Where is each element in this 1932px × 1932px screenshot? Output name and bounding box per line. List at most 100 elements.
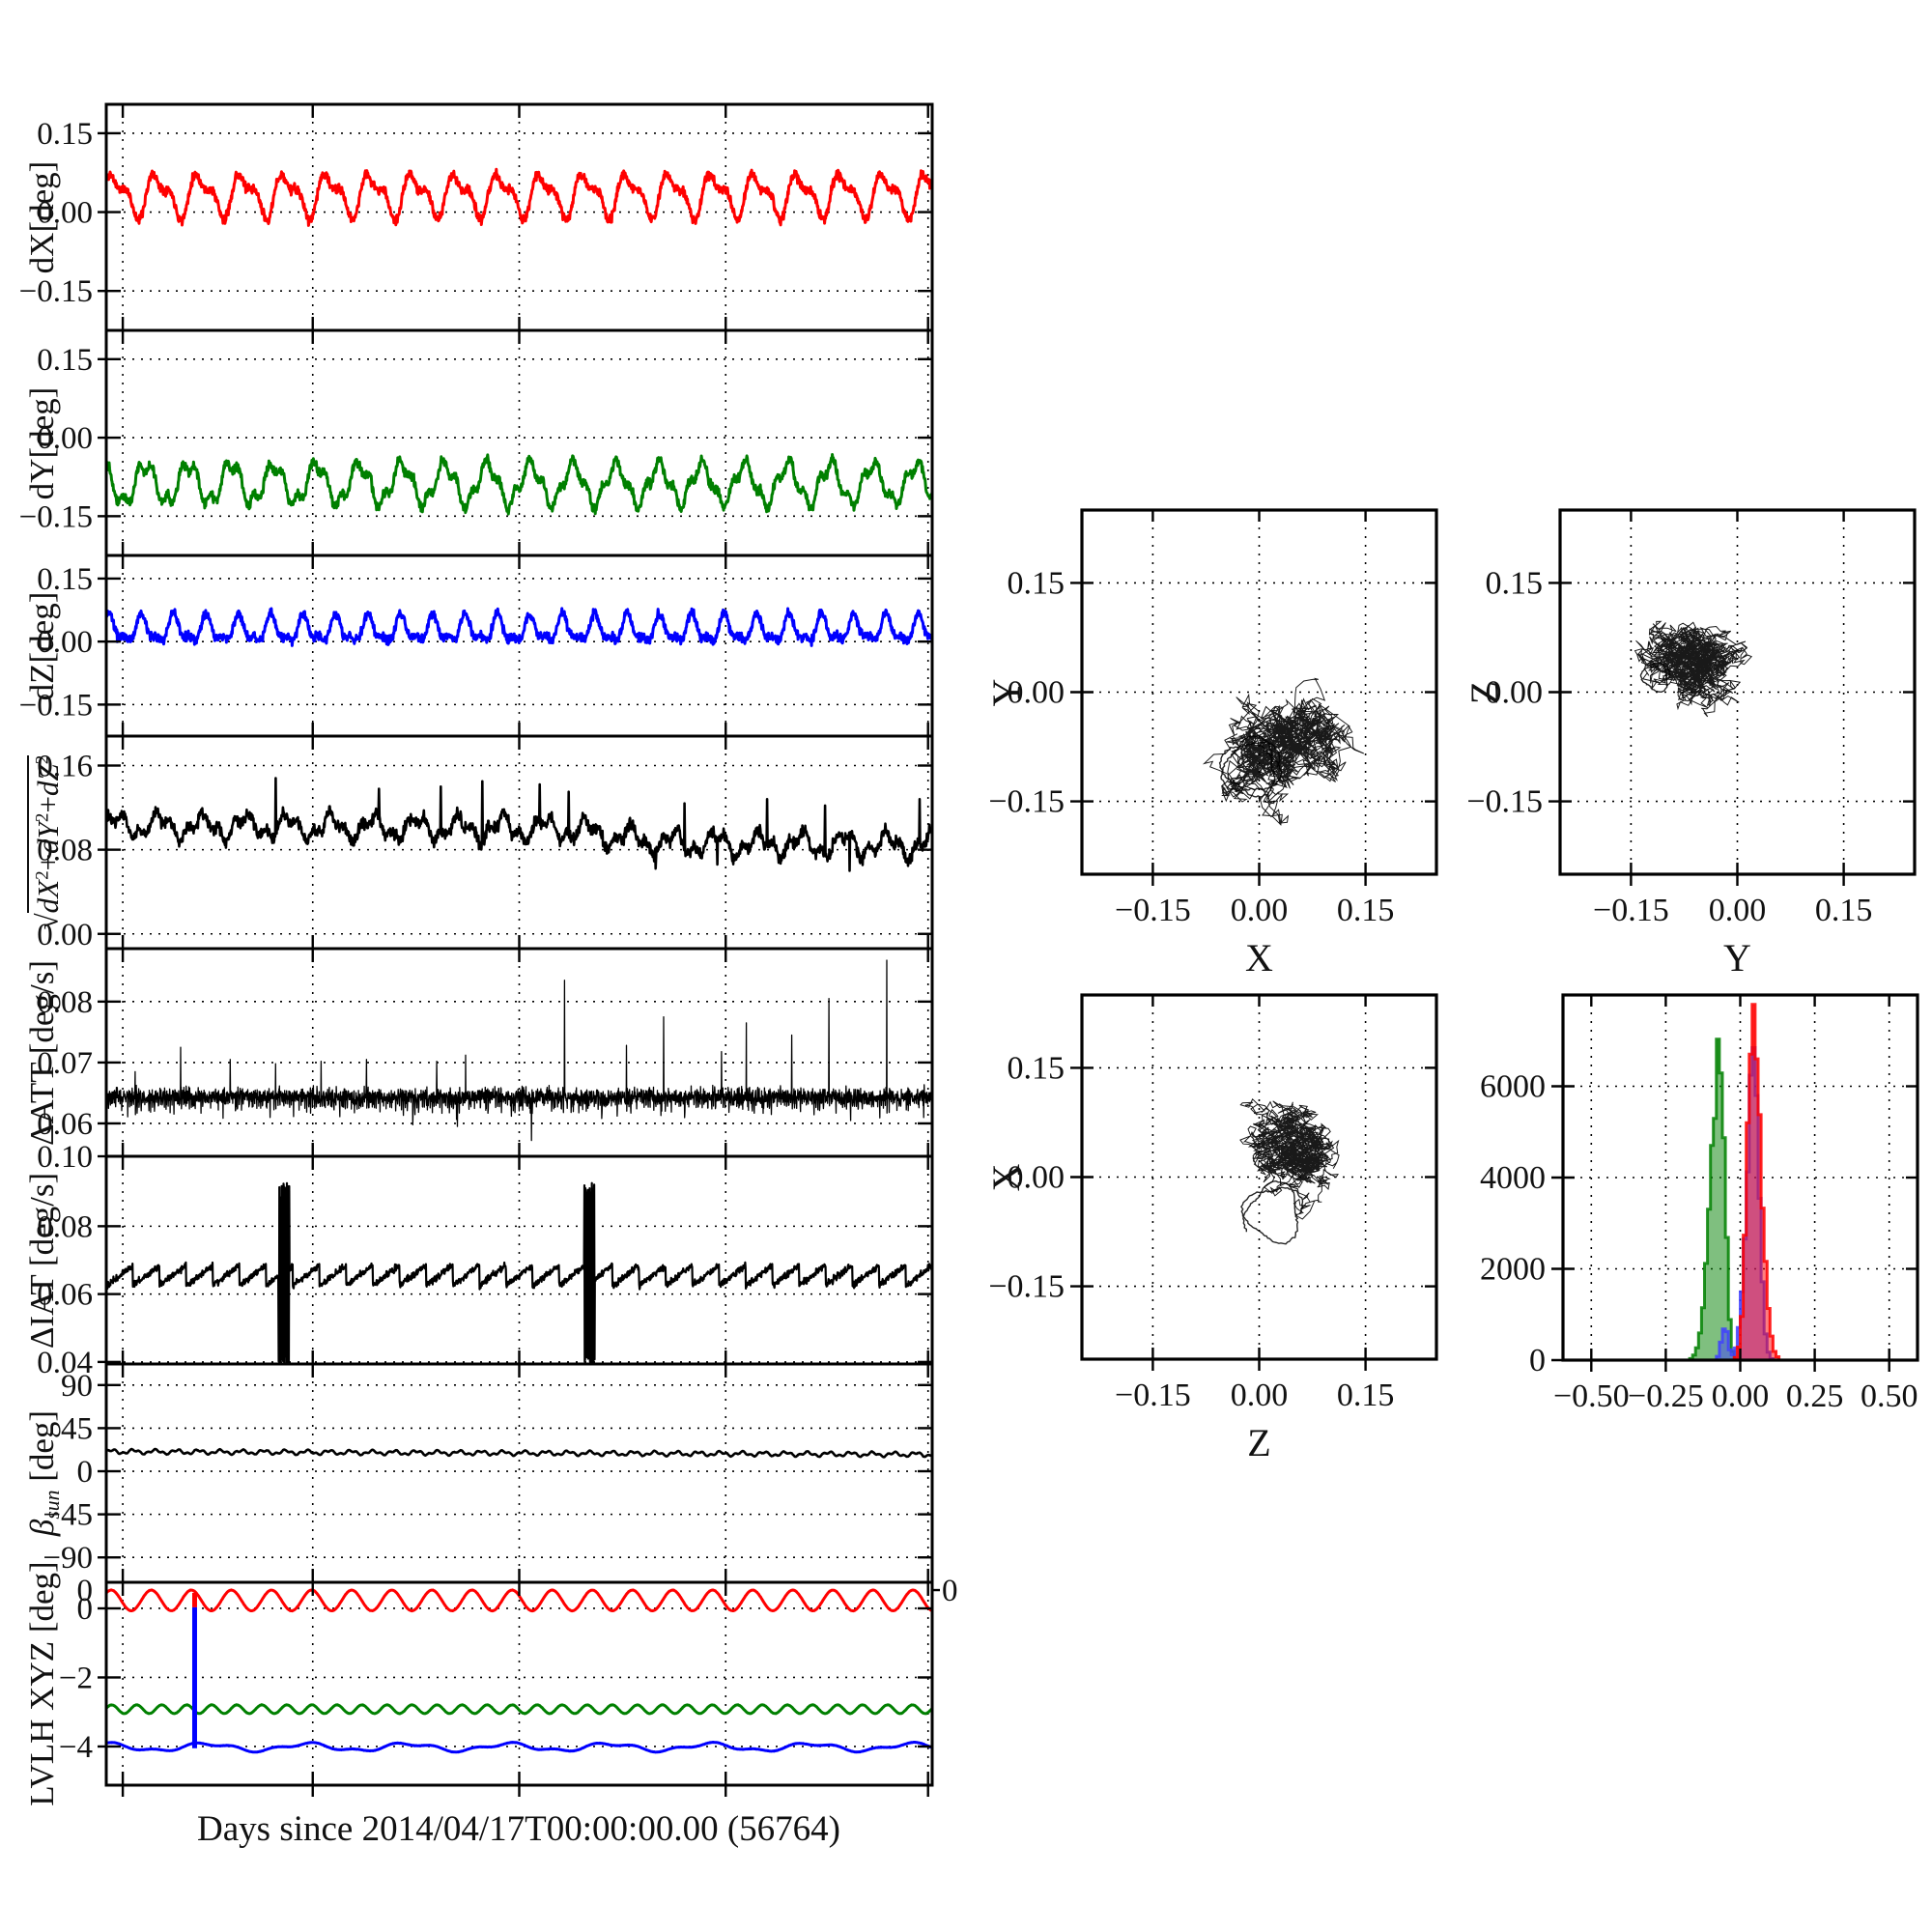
- series-group: [106, 1588, 932, 1754]
- y-tick-labels: 0.15 0.00 −0.15: [19, 562, 93, 723]
- svg-text:0.15: 0.15: [1815, 893, 1873, 928]
- y-tick-labels: 90 45 0 −45 −90: [43, 1369, 93, 1576]
- tick-labels: −0.50−0.25 0.00 0.25 0.50 0 2000 4000 6000: [1480, 1069, 1918, 1415]
- svg-text:−0.25: −0.25: [1628, 1378, 1704, 1414]
- svg-text:0.04: 0.04: [37, 1346, 93, 1380]
- chart-lvlh: 0−2−40 0: [59, 1574, 958, 1797]
- svg-text:45: 45: [61, 1411, 93, 1446]
- svg-text:−0.15: −0.15: [19, 274, 93, 309]
- tick-marks: [98, 1582, 932, 1797]
- svg-text:0.10: 0.10: [37, 1140, 93, 1175]
- x-axis-label: Days since 2014/04/17T00:00:00.00 (56764…: [197, 1809, 840, 1849]
- svg-text:0: 0: [77, 1592, 94, 1627]
- svg-text:6000: 6000: [1480, 1069, 1546, 1105]
- chart-dX: 0.15 0.00 −0.15: [19, 102, 934, 332]
- ylabel-scatter_Z_vs_Y: Z: [1463, 680, 1506, 704]
- ylabel-scatter_Y_vs_X: Y: [984, 678, 1028, 706]
- tick-marks: [98, 736, 932, 949]
- chart-dATT: 0.08 0.07 0.06: [37, 947, 934, 1158]
- svg-text:−0.15: −0.15: [1593, 893, 1669, 928]
- series-group: [106, 167, 932, 227]
- svg-text:0.00: 0.00: [1486, 675, 1544, 711]
- svg-text:0.15: 0.15: [1337, 893, 1395, 928]
- tick-labels: −0.15 0.00 0.15 0.15 0.00 −0.15: [988, 1050, 1394, 1413]
- series-group: [106, 607, 932, 647]
- chart-rss: 0.16 0.08 0.00: [37, 734, 934, 952]
- svg-text:0.15: 0.15: [37, 562, 93, 597]
- svg-text:−4: −4: [59, 1730, 93, 1765]
- svg-text:0.08: 0.08: [37, 834, 93, 868]
- tick-marks: [98, 555, 932, 736]
- gridlines: [106, 1364, 932, 1582]
- svg-text:−0.50: −0.50: [1553, 1378, 1630, 1414]
- series-group: [106, 453, 932, 516]
- twin-axis-zero-label: 0: [942, 1574, 958, 1608]
- svg-text:0.00: 0.00: [1008, 1160, 1065, 1196]
- series-group: [106, 777, 932, 872]
- y-tick-labels: 0.10 0.08 0.06 0.04: [37, 1140, 93, 1380]
- svg-text:0.15: 0.15: [1337, 1378, 1395, 1413]
- tick-labels: −0.15 0.00 0.15 0.15 0.00 −0.15: [1466, 565, 1872, 928]
- gridlines: [106, 555, 932, 736]
- series-group: [106, 959, 932, 1142]
- svg-text:4000: 4000: [1480, 1160, 1546, 1196]
- tick-marks: [98, 104, 932, 330]
- svg-text:0.06: 0.06: [37, 1107, 93, 1142]
- tick-marks: [98, 1364, 932, 1582]
- svg-text:−0.15: −0.15: [1115, 893, 1191, 928]
- trajectory: [1239, 1097, 1340, 1245]
- svg-text:−2: −2: [59, 1661, 93, 1695]
- svg-text:0.06: 0.06: [37, 1278, 93, 1313]
- tick-marks: [98, 949, 932, 1156]
- y-tick-labels: 0.08 0.07 0.06: [37, 985, 93, 1142]
- y-tick-labels: 0.15 0.00 −0.15: [19, 343, 93, 535]
- y-tick-labels: 0.15 0.00 −0.15: [19, 117, 93, 309]
- chart-scatter_Z_vs_Y: −0.15 0.00 0.15 0.15 0.00 −0.15 Y: [1466, 508, 1917, 980]
- svg-text:0.00: 0.00: [1712, 1378, 1770, 1414]
- svg-text:−0.15: −0.15: [1115, 1378, 1191, 1413]
- xlabel-scatter_X_vs_Z: Z: [1247, 1421, 1270, 1464]
- svg-text:−0.15: −0.15: [988, 1269, 1065, 1305]
- chart-dY: 0.15 0.00 −0.15: [19, 328, 934, 557]
- tick-marks: [98, 1154, 932, 1364]
- svg-text:0.00: 0.00: [37, 196, 93, 231]
- svg-text:−0.15: −0.15: [19, 688, 93, 723]
- svg-text:0.00: 0.00: [1709, 893, 1767, 928]
- xlabel-scatter_Y_vs_X: X: [1245, 936, 1273, 980]
- gridlines: [106, 736, 932, 949]
- y-tick-labels: 0.16 0.08 0.00: [37, 749, 93, 952]
- svg-text:0.00: 0.00: [37, 421, 93, 456]
- svg-text:0.00: 0.00: [37, 918, 93, 952]
- trajectory: [1634, 620, 1753, 718]
- tick-marks: [98, 330, 932, 555]
- xlabel-scatter_Z_vs_Y: Y: [1723, 936, 1751, 980]
- series-group: [106, 1447, 932, 1459]
- y-tick-labels: 0 −2 −4 0: [59, 1574, 93, 1765]
- svg-text:0.25: 0.25: [1786, 1378, 1844, 1414]
- svg-text:2000: 2000: [1480, 1252, 1546, 1288]
- svg-text:0.15: 0.15: [1486, 565, 1544, 601]
- svg-text:0.08: 0.08: [37, 1209, 93, 1244]
- svg-text:−0.15: −0.15: [988, 784, 1065, 820]
- gridlines: [106, 1582, 932, 1785]
- svg-text:0.00: 0.00: [37, 625, 93, 660]
- svg-text:0.08: 0.08: [37, 985, 93, 1020]
- svg-text:0.00: 0.00: [1231, 893, 1289, 928]
- chart-beta_sun: 90 45 0 −45 −90: [43, 1362, 934, 1584]
- svg-text:−90: −90: [43, 1541, 93, 1576]
- svg-text:0.15: 0.15: [1008, 1050, 1065, 1086]
- series-group: [106, 1181, 932, 1364]
- chart-scatter_X_vs_Z: −0.15 0.00 0.15 0.15 0.00 −0.15 Z: [988, 993, 1438, 1464]
- svg-text:0: 0: [77, 1574, 94, 1608]
- svg-text:−0.15: −0.15: [1466, 784, 1543, 820]
- svg-text:0.15: 0.15: [37, 343, 93, 378]
- svg-text:0.00: 0.00: [1008, 675, 1065, 711]
- trajectory: [1202, 677, 1365, 826]
- svg-text:0.50: 0.50: [1861, 1378, 1918, 1414]
- ylabel-scatter_X_vs_Z: X: [984, 1163, 1028, 1191]
- svg-text:0.00: 0.00: [1231, 1378, 1289, 1413]
- chart-scatter_Y_vs_X: −0.15 0.00 0.15 0.15 0.00 −0.15 X: [988, 508, 1438, 980]
- chart-dZ: 0.15 0.00 −0.15: [19, 554, 934, 738]
- gridlines: [106, 949, 932, 1156]
